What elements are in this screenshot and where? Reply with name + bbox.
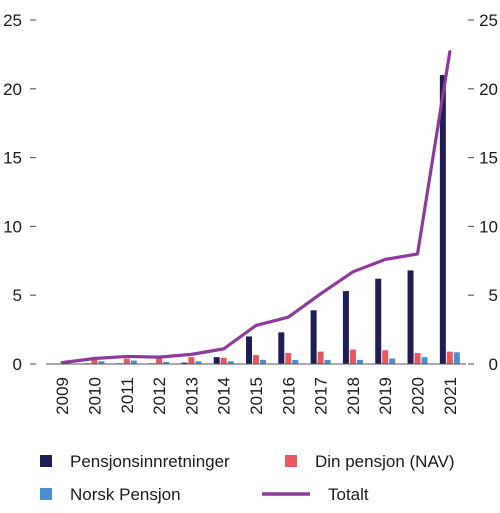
y-tick-label-right: 5 xyxy=(489,286,498,305)
legend-label-norsk-pensjon: Norsk Pensjon xyxy=(70,485,181,504)
y-tick-label-right: 0 xyxy=(489,355,498,374)
bar-norsk-pensjon-2015 xyxy=(260,359,266,364)
x-tick-label: 2011 xyxy=(118,377,137,414)
right-y-axis: 0 5 10 15 20 25 xyxy=(468,11,498,374)
bar-pensjonsinnretninger-2021 xyxy=(439,75,446,364)
bar-din-pensjon-nav-2021 xyxy=(446,351,453,364)
x-tick-label: 2021 xyxy=(441,377,460,415)
y-tick-label-left: 10 xyxy=(3,217,22,236)
bar-pensjonsinnretninger-2017 xyxy=(310,310,317,364)
y-tick-label-right: 10 xyxy=(479,217,498,236)
y-tick-label-left: 25 xyxy=(3,11,22,30)
x-tick-label: 2019 xyxy=(376,377,395,415)
bar-norsk-pensjon-2019 xyxy=(389,358,396,364)
bar-din-pensjon-nav-2018 xyxy=(349,349,356,364)
legend-label-din-pensjon-nav: Din pensjon (NAV) xyxy=(315,452,455,471)
y-tick-label-right: 20 xyxy=(479,80,498,99)
y-tick-label-right: 15 xyxy=(479,149,498,168)
bar-din-pensjon-nav-2017 xyxy=(317,351,324,364)
bar-din-pensjon-nav-2019 xyxy=(382,350,389,364)
x-axis: 2009 2010 2011 2012 2013 2014 2015 2016 2017 2018… xyxy=(46,363,466,415)
x-tick-label: 2014 xyxy=(215,377,234,415)
x-tick-label: 2020 xyxy=(409,377,428,415)
left-y-axis: 0 5 10 15 20 25 xyxy=(3,11,36,374)
bar-norsk-pensjon-2016 xyxy=(292,359,299,364)
x-tick-label: 2016 xyxy=(279,377,298,415)
line-totalt xyxy=(60,50,452,365)
x-tick-label: 2017 xyxy=(312,377,331,415)
bar-din-pensjon-nav-2013 xyxy=(188,357,195,364)
bar-din-pensjon-nav-2014 xyxy=(220,357,227,364)
bar-din-pensjon-nav-2016 xyxy=(285,352,292,364)
bar-din-pensjon-nav-2020 xyxy=(414,352,421,364)
x-tick-label: 2018 xyxy=(344,377,363,415)
bar-norsk-pensjon-2013 xyxy=(195,361,202,364)
bar-pensjonsinnretninger-2020 xyxy=(407,270,414,364)
bar-norsk-pensjon-2018 xyxy=(356,359,363,364)
bar-norsk-pensjon-2021 xyxy=(453,352,460,364)
legend-swatch-pensjonsinnretninger xyxy=(40,455,52,467)
bar-pensjonsinnretninger-2015 xyxy=(246,336,252,364)
x-tick-label: 2009 xyxy=(53,377,72,415)
y-tick-label-left: 5 xyxy=(13,286,22,305)
bar-pensjonsinnretninger-2018 xyxy=(342,291,349,364)
total-line-group xyxy=(60,50,452,365)
bar-pensjonsinnretninger-2013 xyxy=(181,362,188,364)
y-tick-label-left: 20 xyxy=(3,80,22,99)
x-tick-label: 2013 xyxy=(182,377,201,415)
x-tick-label: 2015 xyxy=(247,377,266,415)
bar-norsk-pensjon-2014 xyxy=(227,361,234,364)
bar-din-pensjon-nav-2012 xyxy=(156,358,163,364)
y-tick-label-left: 15 xyxy=(3,149,22,168)
x-tick-label: 2010 xyxy=(85,377,104,415)
legend-swatch-norsk-pensjon xyxy=(40,488,52,500)
legend-swatch-din-pensjon-nav xyxy=(285,455,297,467)
legend: Pensjonsinnretninger Din pensjon (NAV) Nor… xyxy=(40,452,455,504)
bar-norsk-pensjon-2010 xyxy=(98,361,105,364)
bar-pensjonsinnretninger-2016 xyxy=(278,332,285,364)
bar-norsk-pensjon-2011 xyxy=(130,360,137,364)
y-tick-label-left: 0 xyxy=(13,355,22,374)
bar-norsk-pensjon-2012 xyxy=(163,361,170,364)
bar-din-pensjon-nav-2015 xyxy=(253,355,259,364)
x-tick-label: 2012 xyxy=(150,377,169,415)
legend-label-pensjonsinnretninger: Pensjonsinnretninger xyxy=(70,452,230,471)
bar-norsk-pensjon-2017 xyxy=(324,359,331,364)
legend-label-totalt: Totalt xyxy=(328,485,369,504)
bar-norsk-pensjon-2020 xyxy=(421,357,428,364)
bar-pensjonsinnretninger-2019 xyxy=(375,278,382,364)
bar-din-pensjon-nav-2011 xyxy=(123,358,130,364)
y-tick-label-right: 25 xyxy=(479,11,498,30)
bar-din-pensjon-nav-2010 xyxy=(91,359,98,364)
bar-pensjonsinnretninger-2014 xyxy=(213,357,220,364)
